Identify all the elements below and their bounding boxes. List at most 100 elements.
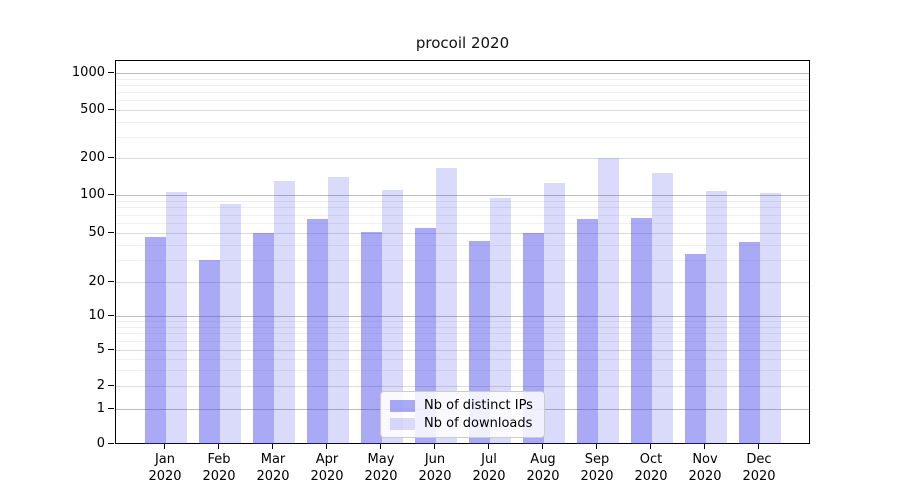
y-tick-label: 200: [80, 150, 105, 165]
x-tick-year: 2020: [418, 469, 452, 484]
bar-distinct-ips-feb: [199, 260, 220, 444]
bar-distinct-ips-dec: [739, 242, 760, 444]
x-tick-label: Jul 2020: [462, 451, 516, 485]
gridline-minor: [116, 321, 809, 323]
legend-label-distinct-ips: Nb of distinct IPs: [424, 398, 533, 413]
bar-distinct-ips-nov: [685, 253, 706, 444]
gridline-minor: [116, 260, 809, 262]
x-tick-year: 2020: [580, 469, 614, 484]
x-tick-year: 2020: [742, 469, 776, 484]
x-tick-label: Oct 2020: [624, 451, 678, 485]
y-tick-label: 100: [80, 187, 105, 202]
x-tick-month: Jul: [481, 452, 497, 467]
x-tick-mark: [218, 444, 220, 449]
y-tick-label: 50: [88, 225, 105, 240]
y-tick-mark: [108, 109, 114, 111]
x-tick-month: Mar: [260, 452, 286, 467]
x-tick-label: Mar 2020: [246, 451, 300, 485]
x-tick-year: 2020: [364, 469, 398, 484]
gridline-minor: [116, 358, 809, 360]
gridline-minor: [116, 136, 809, 138]
gridline-minor: [116, 84, 809, 86]
x-tick-label: Nov 2020: [678, 451, 732, 485]
gridline-minor: [116, 341, 809, 343]
x-tick-label: Dec 2020: [732, 451, 786, 485]
x-tick-year: 2020: [148, 469, 182, 484]
y-tick-mark: [108, 385, 114, 387]
x-tick-year: 2020: [202, 469, 236, 484]
gridline-mid: [116, 386, 809, 387]
gridline-minor: [116, 370, 809, 372]
bar-distinct-ips-jun: [415, 227, 436, 444]
y-tick-mark: [108, 232, 114, 234]
bar-downloads-jun: [436, 168, 457, 444]
y-tick-mark: [108, 157, 114, 159]
gridline-minor: [116, 200, 809, 202]
x-tick-month: Apr: [315, 452, 339, 467]
bar-downloads-apr: [328, 177, 349, 444]
bar-distinct-ips-oct: [631, 217, 652, 444]
bar-distinct-ips-apr: [307, 218, 328, 444]
y-tick-label: 1: [96, 401, 105, 416]
gridline-mid: [116, 282, 809, 283]
gridline-mid: [116, 233, 809, 234]
bar-distinct-ips-mar: [253, 233, 274, 444]
gridline-mid: [116, 110, 809, 111]
bar-downloads-mar: [274, 180, 295, 444]
y-tick-mark: [108, 408, 114, 410]
x-tick-month: May: [367, 452, 395, 467]
x-tick-year: 2020: [688, 469, 722, 484]
gridline-major: [116, 73, 809, 74]
chart-title: procoil 2020: [415, 34, 510, 52]
x-tick-label: Apr 2020: [300, 451, 354, 485]
y-tick-mark: [108, 72, 114, 74]
x-tick-month: Nov: [692, 452, 718, 467]
x-tick-year: 2020: [526, 469, 560, 484]
bar-distinct-ips-sep: [577, 219, 598, 444]
bar-downloads-nov: [706, 190, 727, 444]
x-tick-label: Jan 2020: [138, 451, 192, 485]
gridline-major: [116, 316, 809, 317]
bar-downloads-dec: [760, 192, 781, 444]
x-tick-month: Oct: [639, 452, 663, 467]
bar-downloads-oct: [652, 173, 673, 444]
y-tick-mark: [108, 194, 114, 196]
bar-downloads-jan: [166, 192, 187, 444]
x-tick-label: Jun 2020: [408, 451, 462, 485]
x-tick-month: Jun: [424, 452, 446, 467]
x-tick-year: 2020: [634, 469, 668, 484]
legend-item-downloads: Nb of downloads: [390, 416, 535, 431]
x-tick-mark: [380, 444, 382, 449]
bar-downloads-jul: [490, 198, 511, 444]
y-tick-label: 5: [96, 342, 105, 357]
x-tick-month: Sep: [584, 452, 610, 467]
bar-downloads-sep: [598, 158, 619, 444]
x-tick-month: Feb: [207, 452, 231, 467]
x-tick-mark: [326, 444, 328, 449]
bar-downloads-may: [382, 189, 403, 444]
legend: Nb of distinct IPs Nb of downloads: [380, 391, 545, 438]
gridline-minor: [116, 92, 809, 94]
legend-label-downloads: Nb of downloads: [424, 416, 533, 431]
y-tick-mark: [108, 281, 114, 283]
gridline-minor: [116, 100, 809, 102]
gridline-minor: [116, 326, 809, 328]
plot-area: [115, 60, 810, 444]
x-tick-year: 2020: [472, 469, 506, 484]
x-tick-mark: [758, 444, 760, 449]
x-tick-year: 2020: [310, 469, 344, 484]
bar-distinct-ips-jan: [145, 237, 166, 444]
gridline-minor: [116, 333, 809, 335]
x-tick-mark: [434, 444, 436, 449]
x-tick-year: 2020: [256, 469, 290, 484]
x-tick-mark: [164, 444, 166, 449]
y-tick-label: 500: [80, 102, 105, 117]
x-tick-month: Aug: [530, 452, 556, 467]
gridline-minor: [116, 223, 809, 224]
bar-downloads-feb: [220, 203, 241, 444]
y-tick-label: 20: [88, 274, 105, 289]
y-tick-label: 0: [96, 436, 105, 451]
gridline-minor: [116, 207, 809, 209]
x-tick-mark: [650, 444, 652, 449]
